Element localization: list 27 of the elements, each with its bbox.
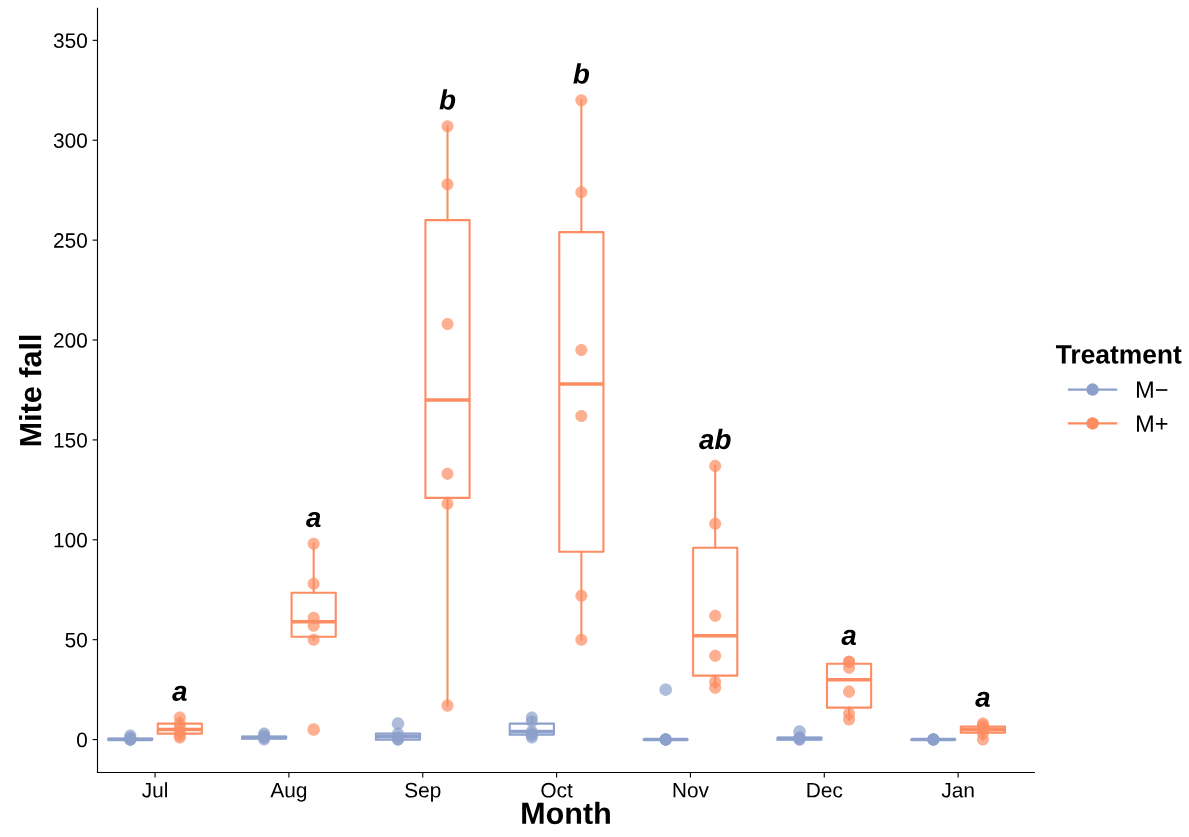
x-tick-label: Jul xyxy=(142,782,167,798)
x-tick-label: Sep xyxy=(405,782,441,802)
x-axis-title: Month xyxy=(522,801,610,825)
x-tick-label: Oct xyxy=(541,782,573,798)
y-tick-label: 250 xyxy=(54,233,87,248)
y-tick-label: 100 xyxy=(54,532,87,548)
y-tick-label: 200 xyxy=(54,333,87,348)
annotation: b xyxy=(439,89,456,110)
x-tick-label: Jan xyxy=(941,783,974,798)
x-tick-label: Dec xyxy=(807,783,843,798)
annotation: a xyxy=(172,685,187,702)
y-tick-label: 150 xyxy=(54,432,87,448)
annotation: b xyxy=(573,63,590,84)
x-tick-label: Aug xyxy=(270,783,307,802)
legend-label: M+ xyxy=(1137,415,1168,432)
annotation: a xyxy=(975,691,990,707)
y-tick-label: 350 xyxy=(53,33,87,49)
annotation: a xyxy=(306,511,321,528)
x-tick-label: Nov xyxy=(673,783,709,798)
legend-label: M− xyxy=(1137,381,1168,398)
annotation: a xyxy=(841,629,856,646)
y-tick-label: 0 xyxy=(77,732,87,748)
annotation: ab xyxy=(699,428,731,450)
y-tick-label: 50 xyxy=(65,632,87,648)
y-tick-label: 300 xyxy=(53,133,87,148)
legend-title: Treatment xyxy=(1055,345,1182,364)
y-axis-title: Mite fall xyxy=(18,335,42,446)
